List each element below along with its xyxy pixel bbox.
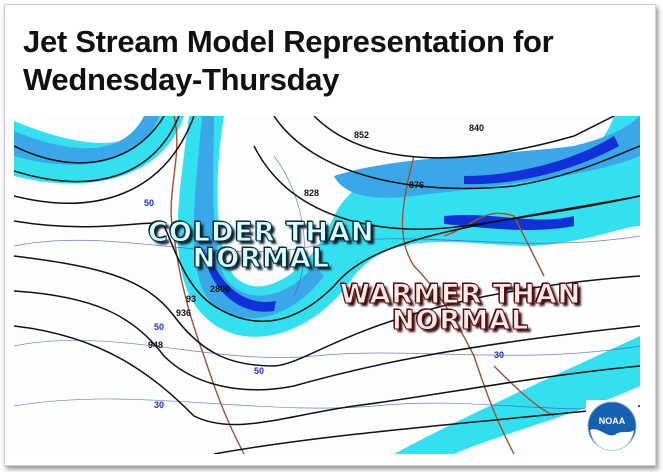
contour-label: 876 (409, 180, 424, 190)
jet-stream-map: 852 840 876 828 2800 93 936 948 50 50 50… (14, 116, 640, 454)
isotach-label: 30 (494, 350, 504, 360)
title-line-2: Wednesday-Thursday (23, 62, 340, 97)
noaa-logo-text: NOAA (599, 416, 626, 426)
isotach-label: 50 (254, 366, 264, 376)
map-graphic: 852 840 876 828 2800 93 936 948 50 50 50… (14, 116, 640, 454)
colder-than-normal-label: COLDER THAN NORMAL (148, 217, 375, 274)
contour-label: 828 (304, 188, 319, 198)
isotach-label: 30 (154, 400, 164, 410)
contour-label: 93 (186, 294, 196, 304)
title-line-1: Jet Stream Model Representation for (23, 24, 554, 59)
contour-label: 840 (469, 123, 484, 133)
warm-line-1: WARMER THAN (339, 279, 582, 310)
isotach-label: 50 (144, 198, 154, 208)
contour-labels: 852 840 876 828 2800 93 936 948 50 50 50… (144, 123, 504, 410)
contour-label: 948 (148, 340, 163, 350)
cold-line-1: COLDER THAN (148, 217, 375, 248)
contour-label: 936 (176, 308, 191, 318)
isotach-label: 50 (154, 322, 164, 332)
slide-title: Jet Stream Model Representation for Wedn… (23, 23, 554, 99)
warm-line-2: NORMAL (391, 305, 530, 336)
contour-label: 852 (354, 130, 369, 140)
warmer-than-normal-label: WARMER THAN NORMAL (339, 279, 582, 336)
noaa-logo: NOAA (586, 400, 638, 452)
isotherm-lines (14, 155, 640, 410)
contour-label: 2800 (210, 284, 230, 294)
height-contours (14, 116, 640, 454)
cold-line-2: NORMAL (192, 243, 330, 274)
